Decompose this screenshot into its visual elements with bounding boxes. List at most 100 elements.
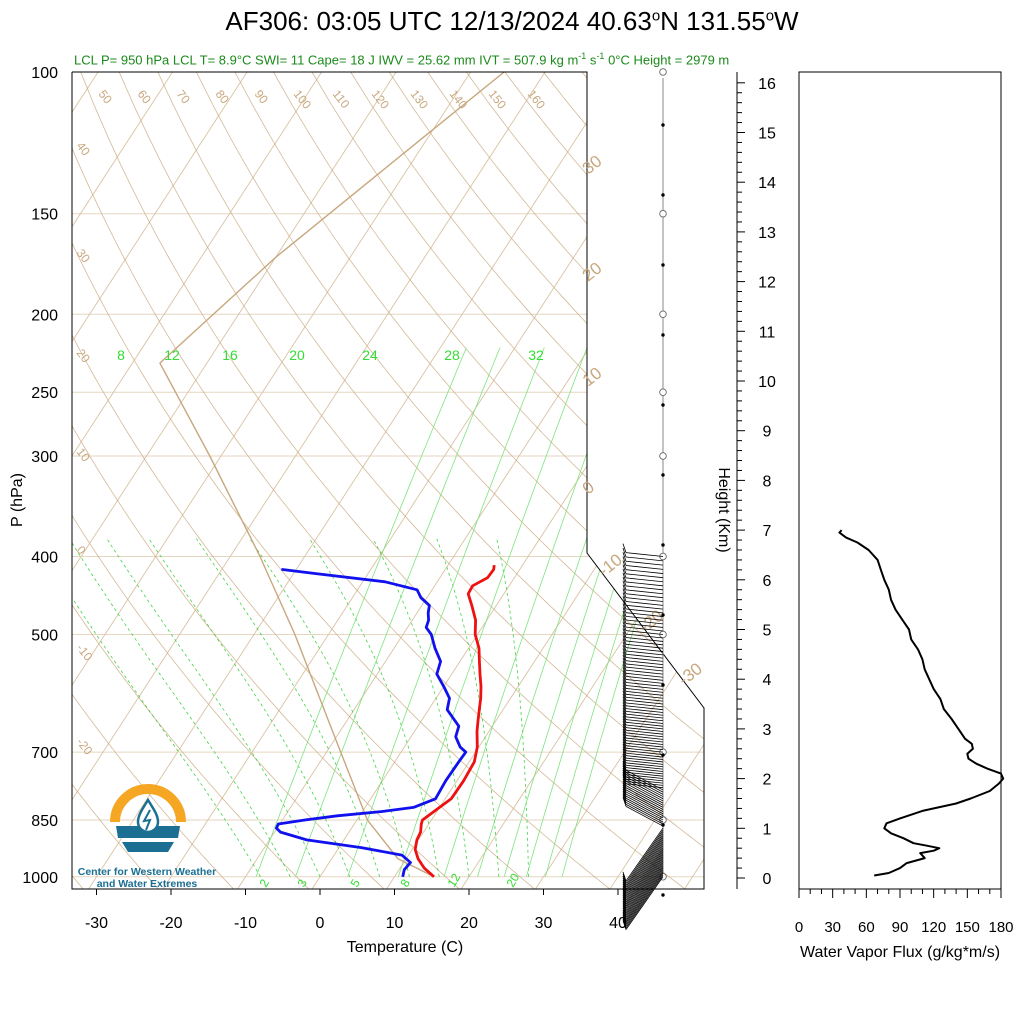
wind-level-dot <box>661 893 665 897</box>
wind-barb-flag <box>622 902 627 912</box>
wind-barb <box>625 772 664 793</box>
wind-barb <box>625 865 664 920</box>
wind-barb <box>625 585 664 591</box>
wind-barb-flag <box>622 904 627 914</box>
height-tick-label: 14 <box>758 175 776 192</box>
water-drop-icon <box>136 797 160 834</box>
wind-barb <box>625 729 664 735</box>
height-tick-label: 2 <box>763 772 772 789</box>
x-axis-label: Temperature (C) <box>347 939 463 956</box>
calm-wind-marker <box>659 68 667 76</box>
wind-barb <box>625 637 664 642</box>
dry-adiabat <box>72 72 466 889</box>
wind-barb-flag <box>622 889 627 899</box>
wind-level-dot <box>661 683 665 687</box>
sounding-stats: LCL P= 950 hPa LCL T= 8.9°C SWI= 11 Cape… <box>74 51 729 67</box>
title-degree-lon: o <box>765 7 775 25</box>
wind-barb <box>625 874 664 929</box>
wind-barb-flag <box>622 641 627 652</box>
wind-barb-flag <box>622 906 627 916</box>
wind-barb-flag <box>622 710 627 720</box>
wind-level-dot <box>661 123 665 127</box>
wind-barb-flag <box>622 900 627 910</box>
height-axis-label: Height (Km) <box>715 467 732 552</box>
dry-adiabat <box>72 72 541 889</box>
wind-barb <box>625 801 664 823</box>
x-tick-label: 0 <box>316 915 325 932</box>
wind-barb-flag <box>622 795 627 805</box>
wind-barb <box>625 657 664 662</box>
wind-barb-flag <box>622 721 627 731</box>
wind-barb <box>625 843 664 897</box>
logo-wave-band-low <box>122 842 174 852</box>
moist-adiabat <box>148 538 351 877</box>
height-tick-label: 5 <box>763 623 772 640</box>
wind-barb-flag <box>622 614 627 624</box>
wind-barb <box>625 552 664 557</box>
wind-barb-flag <box>622 911 627 921</box>
wind-barb-flag <box>622 635 627 645</box>
wind-barb-flag <box>622 664 627 674</box>
wind-barb <box>625 793 664 815</box>
wind-barb-flag <box>622 690 627 701</box>
wind-barb <box>625 560 664 566</box>
flux-tick-label: 180 <box>988 919 1013 936</box>
dry-adiabat <box>216 72 704 889</box>
wind-barb-flag <box>622 774 627 784</box>
wind-barb <box>625 626 664 632</box>
wind-barb <box>625 619 664 625</box>
wind-barb <box>625 581 664 587</box>
wind-barb-flag <box>622 782 627 793</box>
wind-barb <box>625 745 664 750</box>
wind-barb-flag <box>622 871 627 882</box>
wind-barb <box>625 597 664 602</box>
wind-level-dot <box>661 333 665 337</box>
wind-barb-flag <box>622 592 627 602</box>
wind-barb <box>625 710 664 716</box>
wind-barb-flag <box>622 728 627 739</box>
wind-barb-flag <box>622 772 627 782</box>
wind-barb <box>625 827 664 882</box>
wind-barb-flag <box>622 767 627 778</box>
wind-barb <box>625 593 664 599</box>
wind-barb-flag <box>622 797 627 807</box>
wind-barb-flag <box>622 739 627 749</box>
wind-barb-flag <box>622 560 627 570</box>
wind-barb-flag <box>622 631 627 642</box>
flux-tick-label: 90 <box>892 919 909 936</box>
wind-barb <box>625 860 664 914</box>
dry-adiabat <box>103 72 704 889</box>
wind-barb-flag <box>622 638 627 648</box>
wind-barb <box>625 663 664 669</box>
isotherm-line <box>72 72 272 889</box>
wind-barb-flag <box>622 883 627 893</box>
wind-barb-flag <box>622 705 627 715</box>
wind-barb <box>625 615 664 621</box>
wind-barb <box>625 601 664 606</box>
wind-barb <box>625 757 664 763</box>
wind-barb <box>625 864 664 918</box>
height-tick-label: 10 <box>758 374 776 391</box>
wind-barb <box>625 797 664 819</box>
dry-adiabat <box>72 72 704 889</box>
stats-tail: 0°C Height = 2979 m <box>604 52 730 68</box>
wind-barb-flag <box>622 769 627 780</box>
wind-barb-flag <box>622 564 627 574</box>
moist-adiabat <box>195 538 380 877</box>
wind-barb-flag <box>622 670 627 680</box>
moist-adiabat <box>72 538 291 877</box>
title-main: AF306: 03:05 UTC 12/13/2024 40.63 <box>225 6 652 36</box>
y-tick-label: 400 <box>31 550 58 567</box>
wind-barb <box>625 799 664 821</box>
wind-barb <box>625 858 664 912</box>
wind-barb <box>625 804 664 825</box>
isotherm-line <box>72 72 421 889</box>
wind-barb-flag <box>622 603 627 613</box>
mixing-ratio-label-top: 20 <box>289 347 305 363</box>
flux-tick-label: 0 <box>795 919 803 936</box>
wind-barb-flag <box>622 765 627 775</box>
y-tick-label: 100 <box>31 65 58 82</box>
mixing-ratio-line <box>397 347 588 877</box>
height-tick-label: 4 <box>763 672 772 689</box>
